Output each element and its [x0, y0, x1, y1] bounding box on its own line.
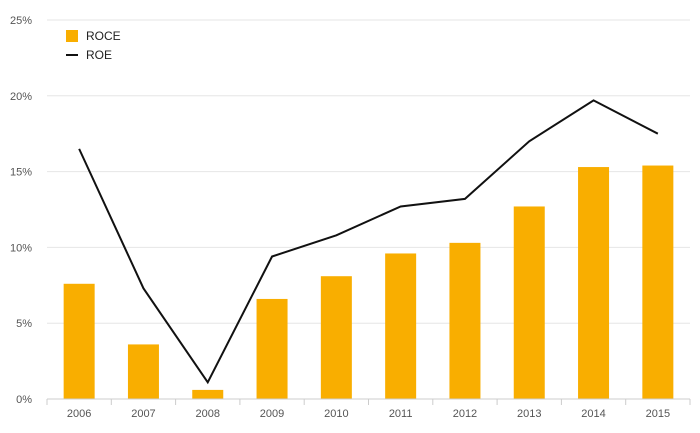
x-tick-label: 2006 — [67, 408, 91, 420]
x-tick-label: 2015 — [646, 408, 670, 420]
x-tick-label: 2014 — [581, 408, 605, 420]
x-tick-label: 2013 — [517, 408, 541, 420]
roce-bar-2012 — [449, 242, 481, 399]
x-tick-label: 2011 — [389, 408, 413, 420]
y-axis-tick-labels: 0% 5% 10% 15% 20% 25% — [10, 15, 32, 406]
y-tick-label: 20% — [10, 91, 32, 103]
roce-bar-2013 — [513, 206, 545, 399]
roce-bar-2006 — [63, 283, 95, 399]
x-tick-label: 2009 — [260, 408, 284, 420]
legend: ROCE ROE — [66, 29, 121, 62]
roce-bars — [63, 165, 674, 399]
y-tick-label: 15% — [10, 167, 32, 179]
roe-line — [78, 99, 659, 385]
x-axis: 2006 2007 2008 2009 2010 2011 2012 2013 2014 2015 — [46, 398, 691, 420]
roce-bar-2014 — [578, 167, 610, 399]
x-tick-label: 2010 — [324, 408, 348, 420]
roce-bar-2008 — [192, 389, 224, 399]
roce-bar-2015 — [642, 165, 674, 399]
roce-bar-2010 — [320, 276, 352, 399]
roce-bar-2007 — [127, 344, 159, 399]
y-tick-label: 25% — [10, 15, 32, 27]
legend-label-roe: ROE — [86, 48, 112, 62]
x-tick-label: 2008 — [196, 408, 220, 420]
roce-bar-2009 — [256, 298, 288, 399]
roce-bar-2011 — [385, 253, 417, 399]
legend-label-roce: ROCE — [86, 29, 121, 43]
roe-line-layer — [78, 99, 659, 385]
x-tick-label: 2007 — [131, 408, 155, 420]
y-tick-label: 5% — [16, 318, 32, 330]
x-tick-label: 2012 — [453, 408, 477, 420]
y-tick-label: 0% — [16, 394, 32, 406]
y-tick-label: 10% — [10, 242, 32, 254]
legend-swatch-roce — [66, 30, 78, 42]
